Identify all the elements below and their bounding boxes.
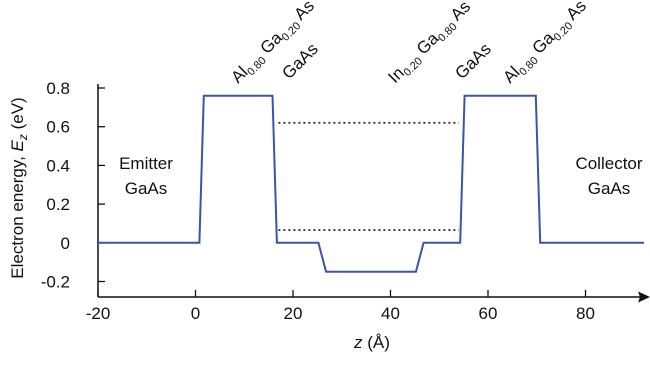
y-axis-label-var: E xyxy=(8,139,27,151)
layer-label: GaAs xyxy=(451,39,495,83)
y-tick-label: 0 xyxy=(61,234,70,253)
x-tick-label: 60 xyxy=(479,304,498,323)
region-label-line: GaAs xyxy=(588,179,631,198)
y-axis-label-sub: z xyxy=(16,134,30,141)
emitter-label: Emitter GaAs xyxy=(119,154,173,198)
x-axis-label-unit: (Å) xyxy=(363,333,390,352)
region-label-line: Collector xyxy=(575,154,642,173)
y-tick-label: 0.4 xyxy=(46,156,70,175)
collector-label: Collector GaAs xyxy=(575,154,642,198)
layer-label-text: GaAs xyxy=(451,39,495,83)
x-tick-label: 0 xyxy=(191,304,200,323)
layer-label-text: GaAs xyxy=(278,39,322,83)
x-axis-arrow xyxy=(638,291,650,303)
y-tick-label: 0.2 xyxy=(46,195,70,214)
x-axis-label: z (Å) xyxy=(353,333,390,352)
x-tick-label: 80 xyxy=(576,304,595,323)
x-tick-label: 40 xyxy=(381,304,400,323)
y-axis-label-unit: (eV) xyxy=(8,97,27,134)
y-tick-label: 0.6 xyxy=(46,118,70,137)
potential-profile-line xyxy=(98,94,644,273)
y-axis-label-text: Electron energy, xyxy=(8,151,27,278)
layer-label: Al0.80 Ga0.20 As xyxy=(499,0,592,89)
region-label-line: GaAs xyxy=(125,179,168,198)
region-label-line: Emitter xyxy=(119,154,173,173)
x-tick-label: -20 xyxy=(86,304,111,323)
layer-label: GaAs xyxy=(278,39,322,83)
y-tick-label: -0.2 xyxy=(41,273,70,292)
y-tick-label: 0.8 xyxy=(46,79,70,98)
x-axis-label-var: z xyxy=(353,333,363,352)
y-axis-label: Electron energy, Ez (eV) xyxy=(8,97,30,278)
x-tick-label: 20 xyxy=(284,304,303,323)
